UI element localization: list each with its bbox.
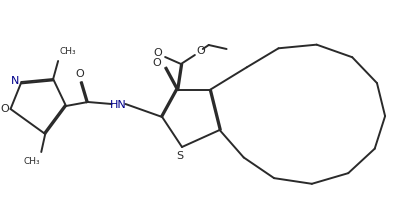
Text: O: O (154, 48, 162, 58)
Text: N: N (11, 76, 20, 86)
Text: HN: HN (110, 100, 127, 110)
Text: CH₃: CH₃ (24, 156, 40, 166)
Text: O: O (196, 46, 205, 56)
Text: O: O (76, 69, 84, 79)
Text: O: O (0, 104, 9, 114)
Text: S: S (176, 151, 184, 161)
Text: CH₃: CH₃ (59, 47, 76, 57)
Text: O: O (153, 58, 162, 68)
